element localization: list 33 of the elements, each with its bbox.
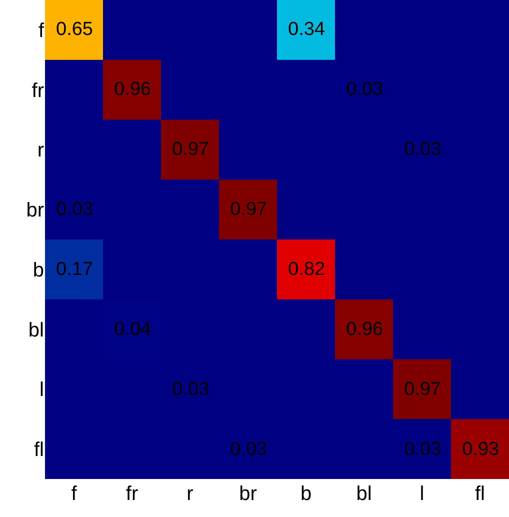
data-label: 0.03: [346, 79, 383, 100]
x-tick-label: br: [239, 483, 258, 505]
x-tick-label: fr: [126, 483, 138, 505]
data-label: 0.97: [230, 199, 267, 220]
data-label: 0.03: [404, 139, 441, 160]
data-label: 0.97: [172, 139, 209, 160]
data-label: 0.97: [404, 379, 441, 400]
y-tick-label: b: [32, 259, 44, 282]
x-tick-label: b: [300, 483, 312, 505]
y-tick-label: f: [38, 20, 44, 42]
y-tick-label: bl: [28, 319, 44, 342]
data-label: 0.96: [346, 319, 383, 340]
data-label: 0.65: [56, 19, 93, 40]
data-label: 0.04: [114, 319, 152, 340]
data-label: 0.17: [56, 259, 93, 280]
data-label: 0.96: [114, 79, 151, 100]
data-label: 0.93: [462, 439, 499, 460]
y-tick-label: r: [37, 140, 44, 162]
y-tick-label: l: [40, 379, 44, 402]
data-label: 0.03: [56, 199, 93, 220]
x-tick-label: r: [186, 483, 194, 505]
data-label: 0.82: [288, 259, 325, 280]
data-label: 0.03: [230, 439, 267, 460]
y-tick-label: br: [26, 200, 44, 222]
data-label: 0.03: [172, 379, 209, 400]
x-tick-label: f: [71, 483, 78, 505]
y-tick-label: fr: [32, 80, 44, 102]
x-tick-label: l: [420, 483, 424, 505]
data-label: 0.34: [288, 19, 326, 40]
x-tick-label: bl: [356, 483, 372, 505]
y-tick-label: fl: [34, 439, 44, 462]
x-tick-label: fl: [475, 483, 485, 505]
data-label: 0.03: [404, 439, 441, 460]
